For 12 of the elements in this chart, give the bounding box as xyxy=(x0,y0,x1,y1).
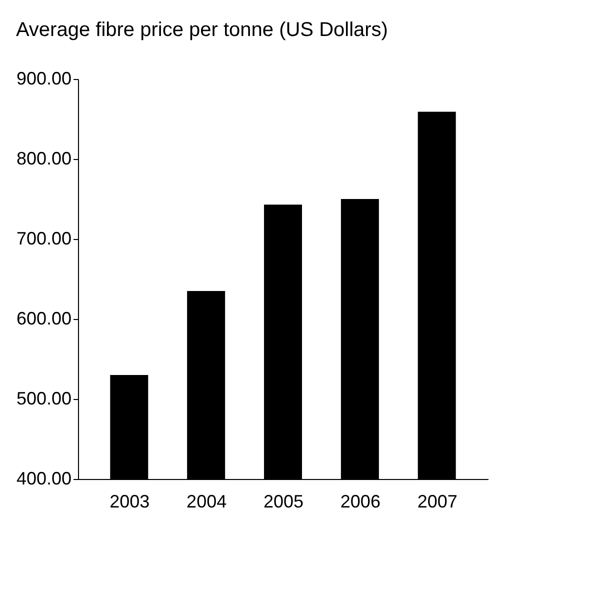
y-tick-label: 400.00 xyxy=(16,468,72,488)
y-tick-label: 700.00 xyxy=(16,228,72,248)
x-tick-label: 2007 xyxy=(417,492,458,512)
y-tick-label: 900.00 xyxy=(16,68,72,88)
x-tick-label: 2003 xyxy=(110,492,150,512)
y-tick-label: 600.00 xyxy=(16,308,72,328)
x-tick-label: 2004 xyxy=(186,492,227,512)
y-tick-label: 500.00 xyxy=(16,388,72,408)
x-tick-label: 2005 xyxy=(263,492,304,512)
x-tick-label: 2006 xyxy=(340,492,380,512)
chart-title: Average fibre price per tonne (US Dollars) xyxy=(16,19,388,41)
y-tick-label: 800.00 xyxy=(16,148,72,168)
